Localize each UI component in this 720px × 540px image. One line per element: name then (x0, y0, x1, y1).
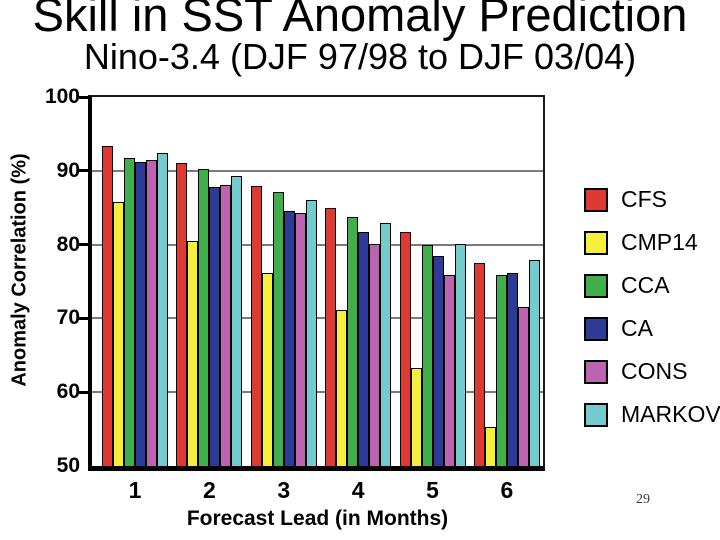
x-tick-label-6: 6 (500, 477, 514, 503)
bar-cons-month-1 (146, 160, 157, 466)
bar-cfs-month-1 (102, 145, 113, 466)
bar-markov-month-5 (454, 243, 466, 466)
legend-label-cmp14: CMP14 (621, 229, 698, 255)
bar-ca-month-5 (432, 256, 444, 466)
bar-cons-month-6 (517, 306, 529, 466)
gridline-80 (92, 243, 543, 246)
legend-item-ca: CA (584, 315, 720, 341)
legend-item-cfs: CFS (584, 186, 720, 212)
bar-cons-month-4 (369, 243, 381, 466)
legend-label-ca: CA (621, 315, 653, 341)
legend-label-cons: CONS (621, 358, 688, 384)
y-tick-mark-70 (79, 316, 88, 320)
y-tick-label-60: 60 (56, 380, 80, 404)
bar-cfs-month-2 (176, 163, 188, 466)
gridline-70 (92, 317, 543, 320)
bar-group-month-6 (473, 97, 540, 466)
y-tick-label-80: 80 (56, 232, 80, 256)
y-tick-label-90: 90 (56, 158, 80, 182)
bar-group-month-5 (399, 97, 466, 466)
page-number: 29 (636, 492, 650, 507)
bar-cca-month-2 (198, 169, 210, 466)
y-tick-mark-100 (79, 95, 88, 99)
legend-item-cca: CCA (584, 272, 720, 298)
legend-item-cons: CONS (584, 358, 720, 384)
bar-cmp14-month-6 (484, 426, 496, 466)
bar-cfs-month-4 (325, 207, 337, 466)
y-tick-label-70: 70 (56, 306, 80, 330)
y-tick-mark-80 (79, 243, 88, 247)
legend-item-cmp14: CMP14 (584, 229, 720, 255)
y-tick-label-100: 100 (44, 85, 80, 108)
bar-cons-month-3 (294, 212, 306, 466)
bar-cmp14-month-4 (336, 309, 348, 466)
bar-cmp14-month-2 (187, 240, 199, 466)
legend-label-cca: CCA (621, 272, 670, 298)
legend-swatch-ca (584, 316, 608, 341)
x-tick-label-1: 1 (128, 477, 142, 503)
slide-subtitle: Nino-3.4 (DJF 97/98 to DJF 03/04) (83, 36, 637, 77)
bar-cons-month-5 (443, 274, 455, 466)
bar-cmp14-month-3 (261, 272, 273, 466)
bar-group-month-2 (176, 97, 243, 466)
x-tick-label-2: 2 (202, 477, 216, 503)
bar-group-month-3 (250, 97, 317, 466)
bar-cfs-month-3 (250, 186, 262, 466)
bar-cons-month-2 (220, 184, 232, 466)
bar-ca-month-1 (135, 161, 146, 466)
bar-markov-month-6 (528, 260, 540, 466)
bar-cca-month-3 (272, 192, 284, 466)
legend-swatch-cfs (584, 187, 608, 212)
legend-item-markov: MARKOV (584, 401, 720, 427)
bar-cca-month-1 (124, 158, 135, 466)
bar-ca-month-3 (283, 210, 295, 466)
bar-chart-plot-area: Anomaly Correlation (%) 1 2 3 4 5 6 Forecast … (9, 86, 545, 530)
x-tick-labels: 1 2 3 4 5 6 (92, 477, 543, 504)
bar-ca-month-4 (358, 232, 370, 466)
gridline-60 (92, 391, 543, 394)
gridline-90 (92, 169, 543, 172)
bar-cmp14-month-5 (410, 367, 422, 466)
bar-cca-month-6 (495, 274, 507, 466)
x-tick-label-5: 5 (426, 477, 439, 503)
legend-swatch-cmp14 (584, 230, 608, 255)
bar-group-month-1 (102, 97, 168, 466)
legend-swatch-cca (584, 273, 608, 298)
bar-cca-month-4 (347, 217, 359, 466)
legend-label-markov: MARKOV (621, 401, 720, 427)
bar-cfs-month-6 (473, 263, 485, 466)
slide-title: Skill in SST Anomaly Prediction (32, 0, 688, 41)
bar-group-month-4 (325, 97, 392, 466)
x-tick-label-4: 4 (351, 477, 365, 503)
y-axis-title: Anomaly Correlation (%) (8, 153, 31, 388)
bar-markov-month-2 (231, 175, 243, 466)
y-tick-mark-90 (79, 169, 88, 173)
legend-swatch-markov (584, 402, 608, 427)
legend-swatch-cons (584, 359, 608, 384)
bar-markov-month-1 (157, 153, 168, 466)
bar-ca-month-6 (506, 273, 518, 466)
legend: CFS CMP14 CCA CA CONS MARKOV (584, 186, 720, 446)
bar-cmp14-month-1 (113, 201, 124, 466)
bar-ca-month-2 (209, 187, 221, 466)
bar-markov-month-4 (380, 223, 392, 466)
bar-markov-month-3 (305, 200, 317, 466)
y-tick-label-50: 50 (56, 454, 80, 477)
x-axis-title: Forecast Lead (in Months) (186, 507, 449, 530)
bar-cca-month-5 (421, 245, 433, 466)
bar-groups-container (92, 97, 543, 466)
y-tick-mark-60 (79, 390, 88, 394)
x-tick-label-3: 3 (277, 477, 291, 503)
legend-label-cfs: CFS (621, 186, 667, 212)
bar-cfs-month-5 (399, 232, 411, 466)
